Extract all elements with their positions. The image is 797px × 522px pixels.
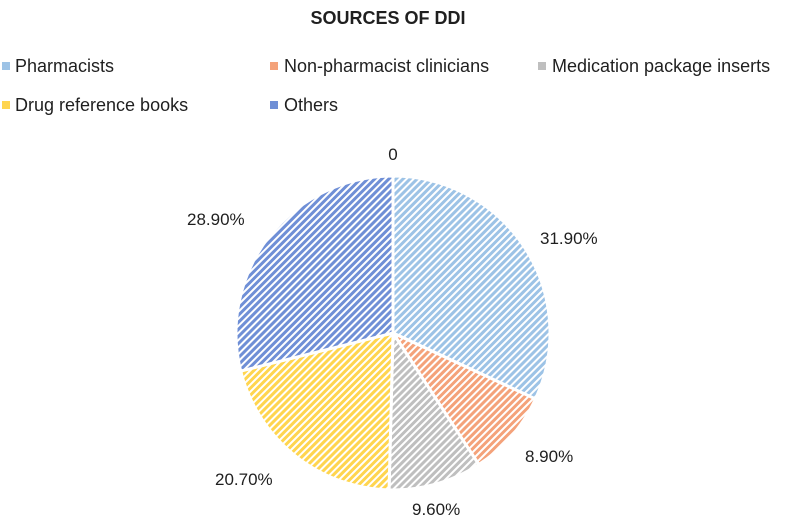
data-label-others: 28.90% — [187, 210, 245, 229]
data-labels: 0 31.90% 8.90% 9.60% 20.70% 28.90% — [187, 145, 598, 519]
legend-swatch-pharmacists — [2, 62, 10, 70]
data-label-drug-reference-books: 20.70% — [215, 470, 273, 489]
data-label-medication-package-inserts: 9.60% — [412, 500, 460, 519]
data-label-non-pharmacist-clinicians: 8.90% — [525, 447, 573, 466]
data-label-zero: 0 — [388, 145, 397, 164]
legend-label-pharmacists: Pharmacists — [15, 56, 114, 76]
pie-slice-drug-reference-books — [238, 331, 395, 492]
pie-slice-medication-package-inserts — [387, 328, 481, 492]
legend-swatch-others — [270, 101, 278, 109]
data-label-pharmacists: 31.90% — [540, 229, 598, 248]
pie-slice-pharmacists — [391, 174, 552, 401]
legend-swatch-non-pharmacist-clinicians — [270, 62, 278, 70]
legend-swatch-medication-package-inserts — [538, 62, 546, 70]
legend-label-medication-package-inserts: Medication package inserts — [552, 56, 770, 76]
chart-title: SOURCES OF DDI — [310, 8, 465, 28]
pie-slice-non-pharmacist-clinicians — [388, 329, 538, 467]
legend-label-non-pharmacist-clinicians: Non-pharmacist clinicians — [284, 56, 489, 76]
legend-swatch-drug-reference-books — [2, 101, 10, 109]
legend-label-others: Others — [284, 95, 338, 115]
pie-slices — [234, 174, 552, 492]
pie-slice-others — [234, 174, 395, 373]
legend: Pharmacists Non-pharmacist clinicians Me… — [2, 56, 770, 115]
legend-label-drug-reference-books: Drug reference books — [15, 95, 188, 115]
